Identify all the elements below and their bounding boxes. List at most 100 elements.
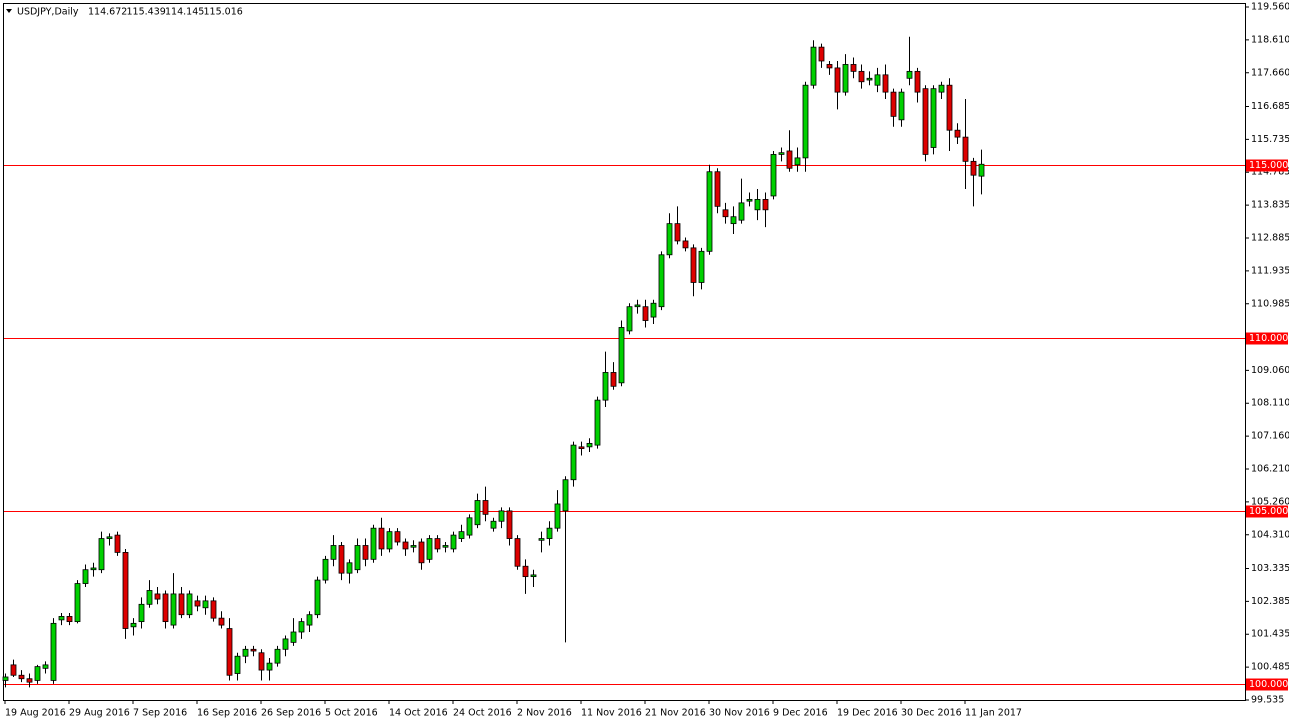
candle-body-up — [2, 676, 9, 681]
ohlc-header: 114.672 115.439 114.145 115.016 — [88, 7, 243, 18]
level-label-bg — [1246, 332, 1288, 345]
candle-body-up — [202, 600, 209, 609]
candle-body-up — [410, 545, 417, 548]
candle-body-up — [746, 199, 753, 202]
candle-body-down — [850, 64, 857, 72]
candle-body-up — [98, 538, 105, 571]
candle-body-up — [42, 664, 49, 669]
candle-body-up — [322, 558, 329, 581]
level-label: 105.000 — [1249, 506, 1288, 517]
candle-body-down — [226, 628, 233, 676]
candle-body-down — [122, 552, 129, 629]
candle-body-up — [274, 648, 281, 664]
candle-body-up — [146, 590, 153, 605]
candle-body-up — [58, 616, 65, 621]
candle-body-down — [762, 199, 769, 211]
y-tick-label: 115.735 — [1251, 134, 1289, 145]
candle-body-down — [402, 541, 409, 550]
candle-body-down — [610, 372, 617, 387]
x-tick-label: 11 Nov 2016 — [581, 708, 642, 719]
candle-body-up — [82, 569, 89, 584]
x-tick-label: 14 Oct 2016 — [389, 708, 448, 719]
level-label: 110.000 — [1249, 333, 1288, 344]
candle-body-up — [426, 538, 433, 560]
candle-body-up — [602, 372, 609, 401]
candle-body-up — [370, 527, 377, 560]
y-tick-label: 117.660 — [1251, 67, 1289, 78]
candle-body-down — [394, 531, 401, 543]
candle-body-down — [786, 150, 793, 169]
x-tick-label: 7 Sep 2016 — [133, 708, 187, 719]
candle-body-down — [482, 500, 489, 515]
y-tick-label: 118.610 — [1251, 34, 1289, 45]
candle-body-up — [498, 510, 505, 522]
x-tick-label: 19 Dec 2016 — [837, 708, 898, 719]
candle-body-up — [570, 444, 577, 481]
y-tick-label: 108.110 — [1251, 398, 1289, 409]
candle-body-up — [538, 538, 545, 541]
y-tick-label: 105.260 — [1251, 496, 1289, 507]
candle-body-up — [738, 202, 745, 221]
candle-body-down — [434, 538, 441, 550]
x-tick-label: 11 Jan 2017 — [965, 708, 1022, 719]
candle-body-up — [450, 534, 457, 550]
candle-body-up — [906, 70, 913, 79]
level-label: 115.000 — [1249, 160, 1288, 171]
candle-body-up — [866, 77, 873, 81]
candle-body-up — [666, 223, 673, 256]
y-tick-label: 100.485 — [1251, 662, 1289, 673]
candle-body-down — [162, 593, 169, 623]
x-tick-label: 26 Sep 2016 — [261, 708, 321, 719]
ohlc-header-value: 115.016 — [204, 7, 243, 18]
y-tick-label: 119.560 — [1251, 2, 1289, 13]
candle-body-up — [138, 603, 145, 623]
candle-body-up — [298, 621, 305, 633]
candle-body-up — [346, 562, 353, 574]
candle-body-up — [930, 88, 937, 148]
y-tick-label: 106.210 — [1251, 464, 1289, 475]
level-label-bg — [1246, 505, 1288, 518]
x-tick-label: 21 Nov 2016 — [645, 708, 706, 719]
y-tick-label: 99.535 — [1251, 695, 1284, 706]
candle-body-up — [242, 648, 249, 657]
ohlc-header-value: 115.439 — [127, 7, 166, 18]
candle-body-up — [290, 631, 297, 643]
candle-body-up — [490, 520, 497, 529]
x-tick-label: 9 Dec 2016 — [773, 708, 828, 719]
candle-body-up — [594, 399, 601, 446]
candle-body-down — [690, 247, 697, 283]
candle-body-down — [250, 648, 257, 652]
candle-body-down — [642, 306, 649, 321]
candle-body-up — [186, 593, 193, 616]
candle-body-down — [954, 129, 961, 138]
candle-body-down — [66, 616, 73, 623]
candle-body-down — [914, 70, 921, 93]
candle-body-up — [354, 545, 361, 571]
candle-body-down — [858, 70, 865, 83]
plot-frame — [3, 3, 1246, 701]
candle-body-up — [842, 64, 849, 93]
x-tick-label: 30 Nov 2016 — [709, 708, 770, 719]
candle-body-up — [554, 503, 561, 529]
candle-body-up — [562, 479, 569, 512]
y-tick-label: 112.885 — [1251, 233, 1289, 244]
candle-body-down — [970, 160, 977, 176]
candle-body-down — [682, 240, 689, 249]
candle-body-up — [626, 306, 633, 332]
y-tick-label: 109.060 — [1251, 365, 1289, 376]
candle-body-up — [778, 152, 785, 155]
chart-title: USDJPY,Daily — [17, 7, 79, 18]
candle-body-up — [266, 662, 273, 671]
x-tick-label: 29 Aug 2016 — [69, 708, 130, 719]
candle-body-up — [130, 622, 137, 628]
candle-body-up — [234, 655, 241, 674]
candle-body-up — [650, 302, 657, 318]
candle-body-down — [882, 74, 889, 93]
level-label: 100.000 — [1249, 679, 1288, 690]
candle-body-down — [18, 674, 25, 680]
candle-body-up — [546, 527, 553, 539]
candle-body-down — [258, 652, 265, 671]
candle-body-up — [938, 84, 945, 93]
candle-body-down — [154, 593, 161, 600]
